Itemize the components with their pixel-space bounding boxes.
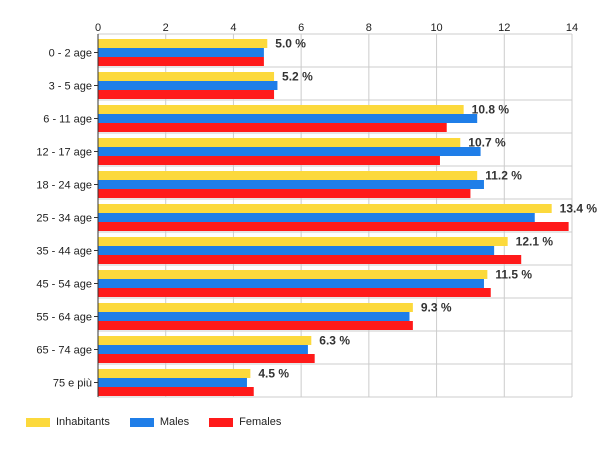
bar-inhabitants-7 [98, 270, 488, 279]
bar-inhabitants-0 [98, 39, 268, 48]
bar-females-0 [98, 57, 264, 66]
bar-females-8 [98, 321, 413, 330]
bar-males-2 [98, 114, 478, 123]
data-label-6: 12.1 % [516, 235, 554, 249]
x-tick-label-6: 12 [498, 22, 510, 34]
bar-inhabitants-10 [98, 369, 251, 378]
bar-females-5 [98, 222, 569, 231]
bar-inhabitants-8 [98, 303, 413, 312]
bar-females-9 [98, 354, 315, 363]
bar-females-3 [98, 156, 440, 165]
legend-label-females: Females [239, 416, 282, 428]
bar-males-0 [98, 48, 264, 57]
x-tick-label-5: 10 [430, 22, 442, 34]
bar-inhabitants-6 [98, 237, 508, 246]
bar-inhabitants-1 [98, 72, 275, 81]
data-label-9: 6.3 % [319, 334, 350, 348]
category-label-8: 55 - 64 age [36, 312, 92, 324]
x-tick-label-2: 4 [230, 22, 236, 34]
bar-inhabitants-9 [98, 336, 312, 345]
data-labels: 5.0 % 5.2 % 10.8 % 10.7 % 11.2 % 13.4 % 12.1 %… [258, 37, 597, 381]
x-tick-label-0: 0 [95, 22, 101, 34]
legend-item-females[interactable]: Females [209, 416, 281, 428]
data-label-2: 10.8 % [472, 103, 510, 117]
bar-inhabitants-4 [98, 171, 478, 180]
legend-item-males[interactable]: Males [129, 416, 190, 428]
category-label-7: 45 - 54 age [36, 279, 92, 291]
category-labels: 0 - 2 age 3 - 5 age 6 - 11 age 12 - 17 age 1… [36, 48, 98, 390]
bars [98, 39, 569, 396]
category-label-1: 3 - 5 age [49, 81, 92, 93]
legend-swatch-males [129, 417, 154, 427]
legend-label-males: Males [159, 416, 190, 428]
legend-item-inhabitants[interactable]: Inhabitants [26, 416, 110, 428]
x-tick-label-4: 8 [366, 22, 372, 34]
category-label-9: 65 - 74 age [36, 345, 92, 357]
bar-males-3 [98, 147, 481, 156]
data-label-4: 11.2 % [485, 169, 522, 183]
data-label-1: 5.2 % [282, 70, 313, 84]
bar-males-6 [98, 246, 495, 255]
legend-swatch-females [209, 417, 234, 427]
category-label-5: 25 - 34 age [36, 213, 92, 225]
legend-label-inhabitants: Inhabitants [56, 416, 110, 428]
x-tick-label-3: 6 [298, 22, 304, 34]
category-label-4: 18 - 24 age [36, 180, 92, 192]
category-label-10: 75 e più [53, 378, 92, 390]
bar-females-6 [98, 255, 522, 264]
x-axis-ticks: 0 2 4 6 8 10 12 14 [95, 22, 578, 34]
bar-inhabitants-3 [98, 138, 461, 147]
gridlines [97, 33, 573, 398]
legend-swatch-inhabitants [26, 417, 50, 427]
bar-females-7 [98, 288, 491, 297]
category-label-3: 12 - 17 age [36, 147, 92, 159]
data-label-5: 13.4 % [560, 202, 598, 216]
x-tick-label-1: 2 [163, 22, 169, 34]
data-label-0: 5.0 % [275, 37, 306, 51]
bar-males-10 [98, 378, 247, 387]
category-label-6: 35 - 44 age [36, 246, 92, 258]
bar-males-4 [98, 180, 484, 189]
bar-males-7 [98, 279, 484, 288]
bar-inhabitants-5 [98, 204, 552, 213]
category-label-2: 6 - 11 age [43, 114, 92, 126]
bar-males-1 [98, 81, 278, 90]
bar-males-9 [98, 345, 308, 354]
legend: Inhabitants Males Females [26, 416, 301, 428]
x-tick-label-7: 14 [566, 22, 578, 34]
bar-males-8 [98, 312, 410, 321]
data-label-8: 9.3 % [421, 301, 452, 315]
data-label-3: 10.7 % [468, 136, 506, 150]
data-label-7: 11.5 % [495, 268, 532, 282]
bar-females-1 [98, 90, 275, 99]
bar-inhabitants-2 [98, 105, 464, 114]
bar-females-10 [98, 387, 254, 396]
bar-females-4 [98, 189, 471, 198]
bar-males-5 [98, 213, 535, 222]
bar-females-2 [98, 123, 447, 132]
category-label-0: 0 - 2 age [49, 48, 92, 60]
data-label-10: 4.5 % [258, 367, 289, 381]
